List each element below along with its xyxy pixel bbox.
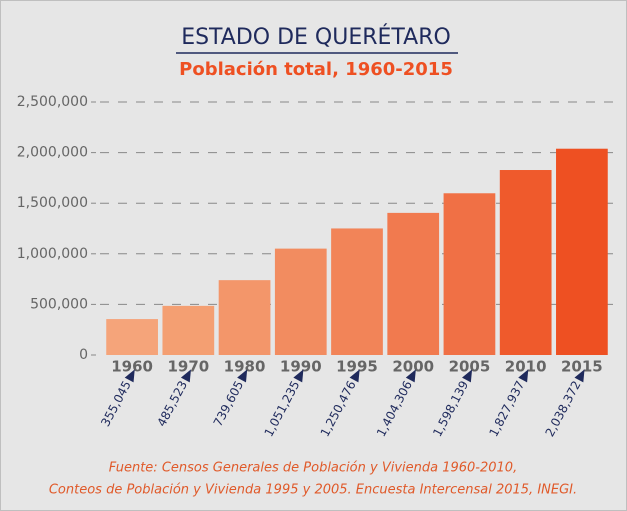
label-arrow xyxy=(293,369,304,383)
bar xyxy=(499,170,552,355)
bar xyxy=(443,193,496,355)
bar xyxy=(274,248,327,355)
x-tick-label: 1960 xyxy=(111,358,153,376)
chart-subtitle: Población total, 1960-2015 xyxy=(179,59,453,80)
label-arrow xyxy=(237,369,248,383)
bar xyxy=(387,212,440,355)
y-tick-label: 1,500,000 xyxy=(17,195,88,211)
label-arrow xyxy=(462,369,473,383)
label-arrow xyxy=(180,369,191,383)
label-arrow xyxy=(518,369,529,383)
x-tick-label: 1980 xyxy=(224,358,266,376)
x-tick-label: 2010 xyxy=(505,358,547,376)
bar xyxy=(106,319,158,355)
label-arrow xyxy=(349,369,360,383)
source-note: Fuente: Censos Generales de Población y … xyxy=(109,461,517,476)
label-arrow xyxy=(124,369,135,383)
y-tick-label: 0 xyxy=(79,347,88,363)
x-tick-label: 2000 xyxy=(392,358,434,376)
bar xyxy=(331,228,383,355)
y-tick-label: 2,000,000 xyxy=(17,145,88,161)
bar xyxy=(556,148,608,355)
y-tick-label: 2,500,000 xyxy=(17,94,88,110)
x-tick-label: 1995 xyxy=(336,358,378,376)
label-arrow xyxy=(574,369,585,383)
label-arrow xyxy=(405,369,416,383)
y-tick-label: 1,000,000 xyxy=(17,246,88,262)
source-note: Conteos de Población y Vivienda 1995 y 2… xyxy=(49,483,577,498)
x-tick-label: 2015 xyxy=(561,358,603,376)
chart-title: ESTADO DE QUERÉTARO xyxy=(181,24,451,50)
bar xyxy=(218,280,271,355)
x-tick-label: 1990 xyxy=(280,358,322,376)
x-tick-label: 2005 xyxy=(449,358,491,376)
bar xyxy=(162,305,215,355)
y-tick-label: 500,000 xyxy=(30,296,88,312)
x-tick-label: 1970 xyxy=(167,358,209,376)
